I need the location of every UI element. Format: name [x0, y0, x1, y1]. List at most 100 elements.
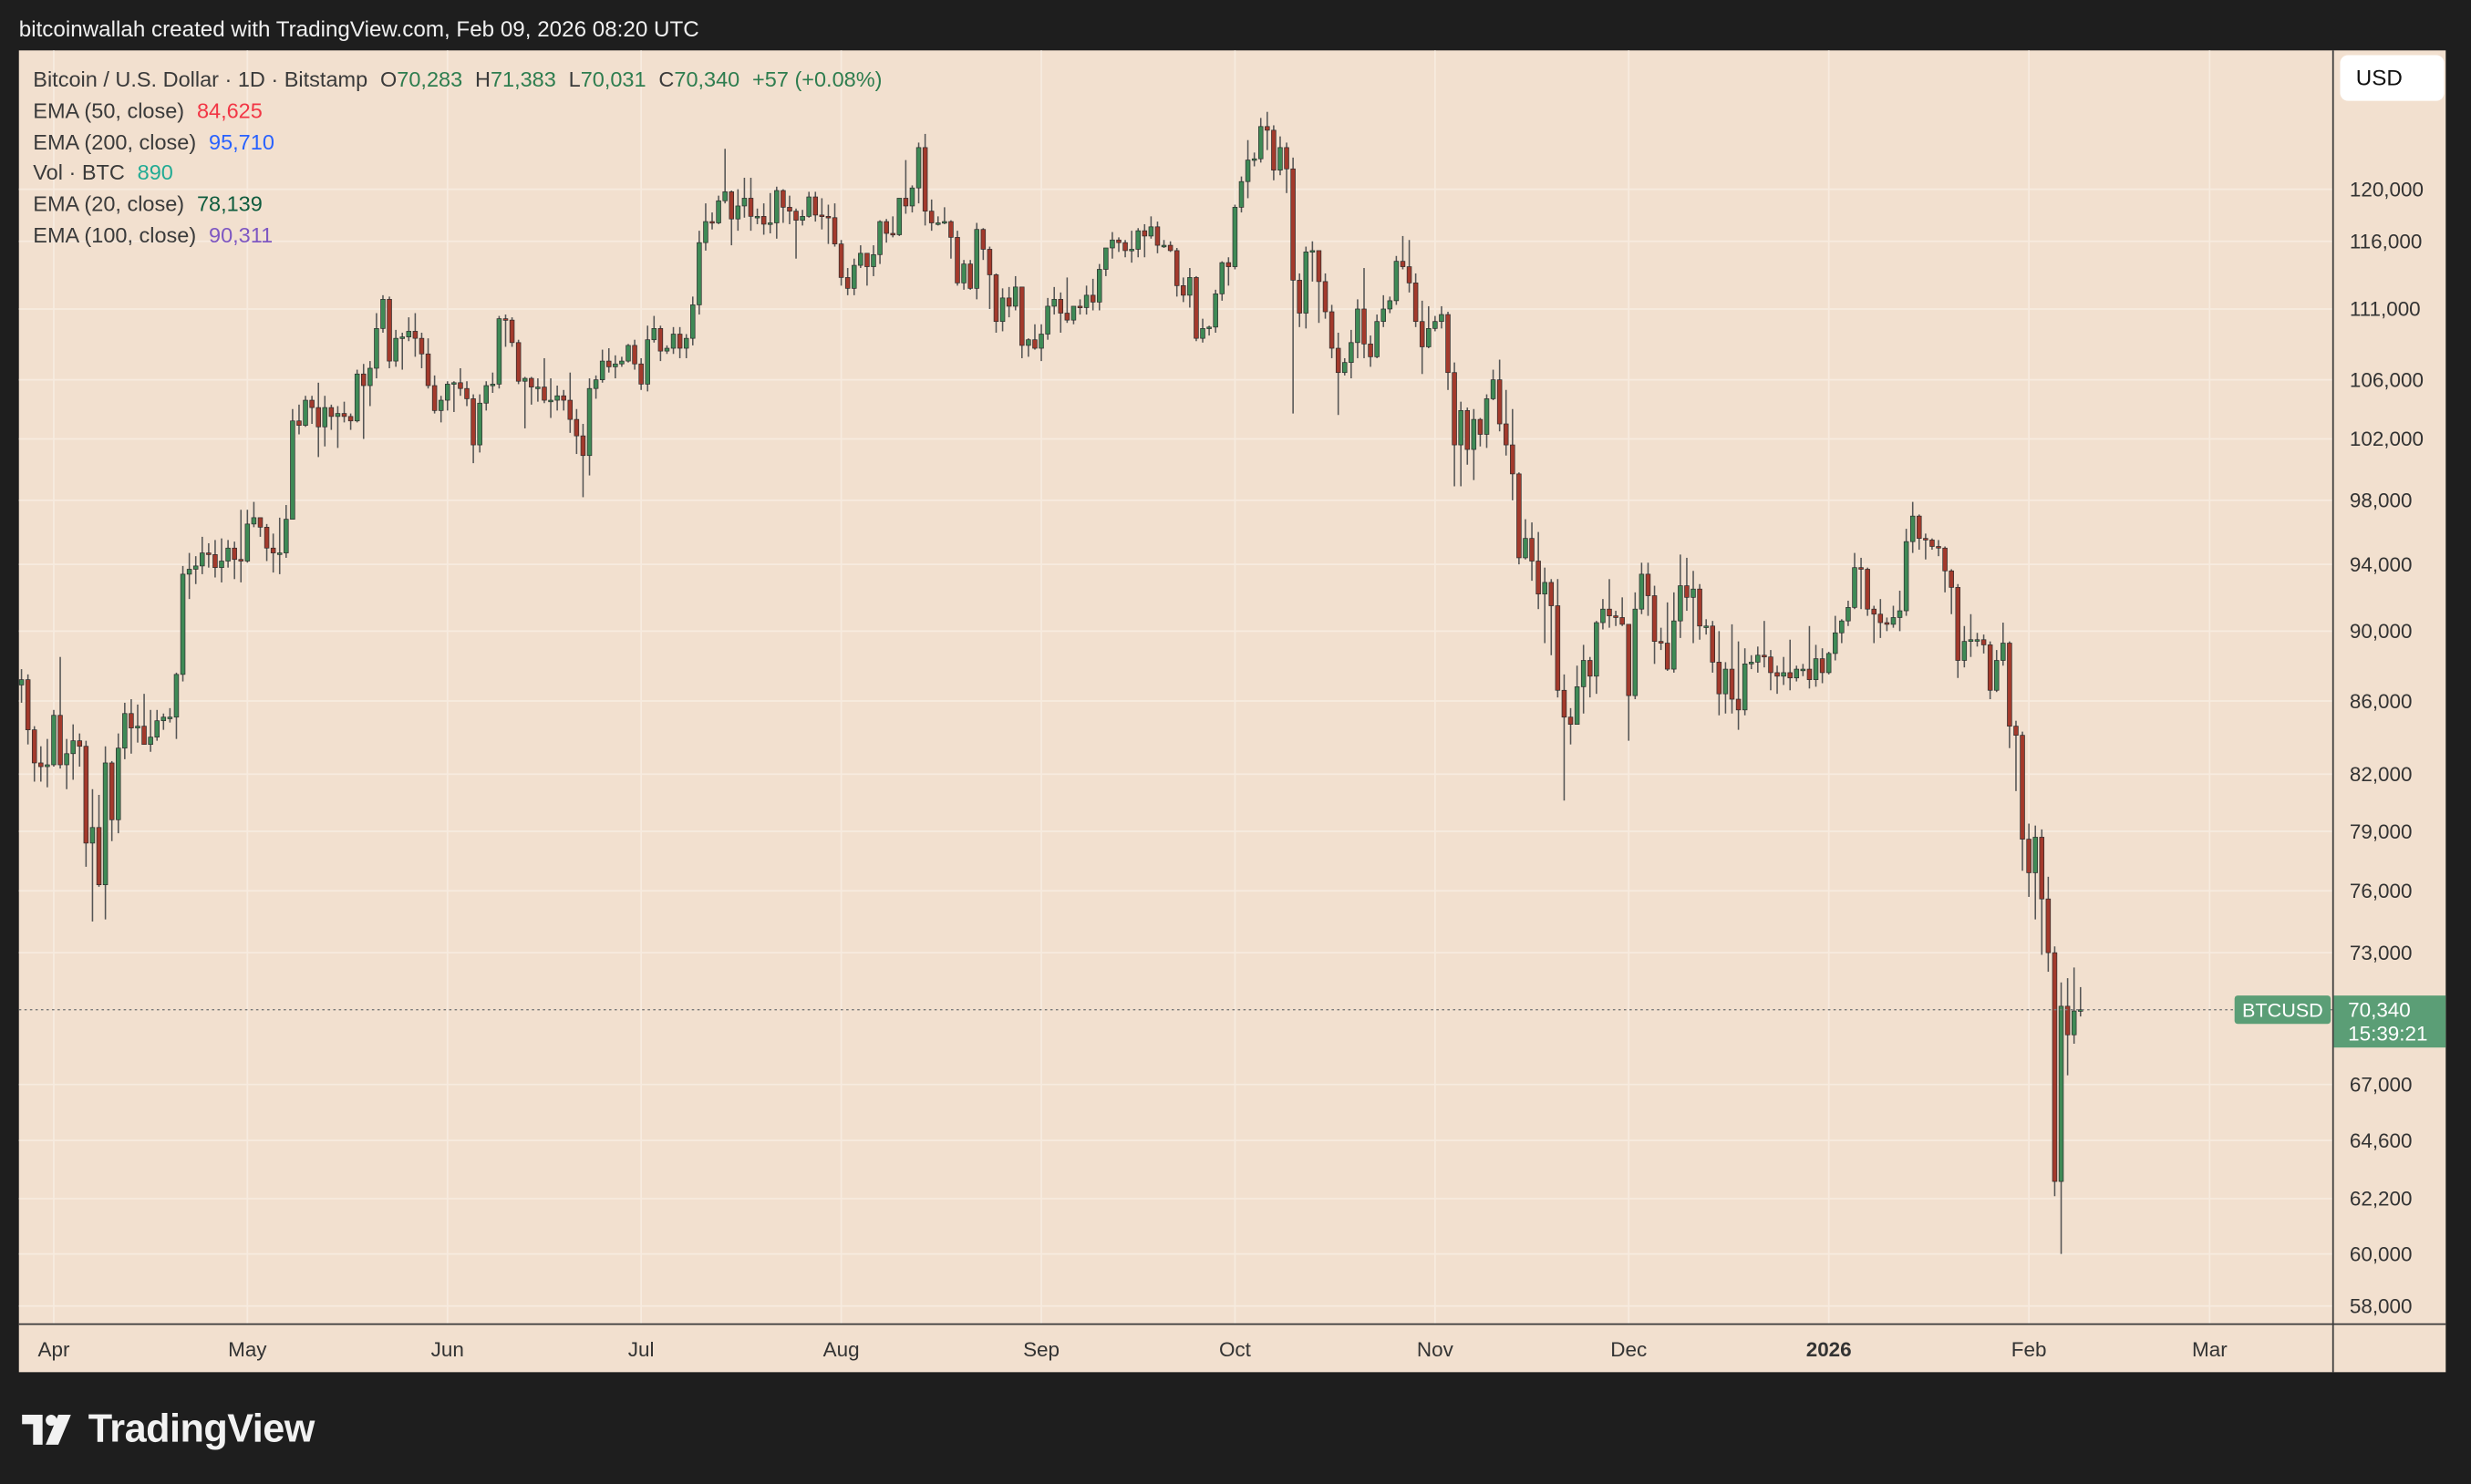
candle-body	[1277, 147, 1283, 171]
candle-body	[57, 715, 63, 766]
candle-body	[1039, 334, 1044, 349]
candle-body	[264, 527, 270, 549]
candle-body	[2007, 643, 2012, 727]
candle-body	[399, 336, 405, 339]
y-tick-label: 60,000	[2350, 1242, 2413, 1265]
candle-body	[1722, 668, 1729, 695]
y-tick-label: 58,000	[2350, 1295, 2413, 1318]
legend: Bitcoin / U.S. Dollar · 1D · Bitstamp O70…	[33, 65, 882, 252]
candle-body	[754, 215, 760, 219]
candle-body	[1284, 147, 1289, 170]
candle-body	[657, 328, 664, 352]
candle-body	[1645, 573, 1651, 596]
candle-body	[341, 413, 347, 417]
candle-body	[2001, 643, 2006, 661]
candle-body	[31, 729, 37, 764]
axes	[18, 50, 2446, 1373]
indicator-value: 90,311	[209, 223, 274, 248]
candle-body	[651, 328, 657, 341]
indicator-name: EMA (50, close)	[33, 98, 185, 123]
candle-body	[1607, 608, 1612, 616]
candle-body	[2064, 1005, 2071, 1036]
candle-body	[1026, 339, 1031, 346]
candle-body	[83, 746, 89, 844]
candle-body	[729, 191, 735, 220]
candle-body	[1400, 261, 1406, 267]
candle-body	[1561, 689, 1567, 718]
candle-body	[1684, 585, 1690, 598]
candle-body	[800, 215, 805, 221]
candle-body	[1865, 569, 1870, 610]
symbol-tag-text: BTCUSD	[2242, 998, 2323, 1021]
candle-body	[1813, 658, 1819, 680]
candle-body	[2058, 1005, 2064, 1182]
candle-body	[1206, 326, 1212, 329]
candle-body	[192, 565, 199, 570]
candle-body	[1858, 567, 1864, 570]
candle-body	[974, 229, 980, 289]
candle-body	[1309, 250, 1316, 252]
candle-body	[470, 398, 476, 446]
y-tick-label: 94,000	[2350, 553, 2413, 576]
candle-body	[1877, 613, 1884, 623]
candle-body	[438, 399, 444, 411]
candle-body	[613, 363, 618, 367]
candle-body	[1380, 308, 1386, 323]
candle-body	[2013, 726, 2019, 736]
candle-body	[1349, 342, 1354, 364]
candle-body	[445, 384, 450, 401]
candle-body	[186, 569, 192, 575]
x-tick-label: May	[228, 1338, 267, 1361]
candle-body	[45, 764, 50, 768]
candle-body	[1245, 160, 1251, 182]
candle-body	[1032, 339, 1038, 349]
candle-body	[18, 679, 25, 685]
candle-body	[1529, 538, 1535, 562]
candle-body	[180, 573, 186, 675]
y-tick-label: 64,600	[2350, 1129, 2413, 1152]
candle-body	[1871, 608, 1877, 615]
candle-body	[167, 716, 173, 719]
candle-body	[96, 827, 102, 885]
indicator-name: Vol · BTC	[33, 160, 125, 185]
candle-body	[1523, 538, 1528, 559]
x-tick-label: Jul	[628, 1338, 655, 1361]
y-tick-label: 90,000	[2350, 620, 2413, 643]
candle-body	[838, 243, 844, 278]
candle-body	[1219, 262, 1225, 294]
symbol-title: Bitcoin / U.S. Dollar · 1D · Bitstamp	[33, 67, 368, 92]
candle-body	[1251, 158, 1257, 161]
indicator-name: EMA (20, close)	[33, 192, 185, 217]
candle-body	[1903, 541, 1909, 612]
brand-logo	[22, 1414, 71, 1445]
candle-body	[244, 523, 251, 562]
candle-body	[251, 517, 257, 525]
ohlc-label: H	[474, 67, 491, 92]
candle-body	[419, 337, 425, 355]
candle-body	[1639, 573, 1645, 610]
currency-button[interactable]: USD	[2340, 55, 2445, 101]
candle-body	[1019, 286, 1025, 346]
candle-body	[987, 249, 993, 275]
ohlc-value: 70,283	[397, 67, 463, 92]
candle-body	[1819, 658, 1825, 674]
candle-body	[1012, 286, 1018, 307]
legend-row: EMA (50, close) 84,625	[33, 96, 882, 127]
candle-body	[406, 331, 412, 337]
candle-body	[496, 318, 502, 385]
candle-body	[1161, 244, 1167, 248]
candle-body	[825, 215, 832, 219]
candle-body	[257, 517, 264, 528]
candle-body	[1968, 639, 1974, 642]
candle-body	[276, 552, 283, 555]
candle-body	[1439, 314, 1444, 323]
candle-body	[1555, 605, 1561, 691]
price-tag-value: 70,340	[2348, 998, 2411, 1021]
candle-body	[1181, 285, 1186, 296]
candle-body	[232, 547, 237, 561]
candle-body	[393, 337, 398, 362]
legend-row: EMA (200, close) 95,710	[33, 127, 882, 158]
candle-body	[284, 519, 289, 553]
y-tick-label: 98,000	[2350, 490, 2413, 512]
indicator-name: EMA (100, close)	[33, 223, 197, 248]
